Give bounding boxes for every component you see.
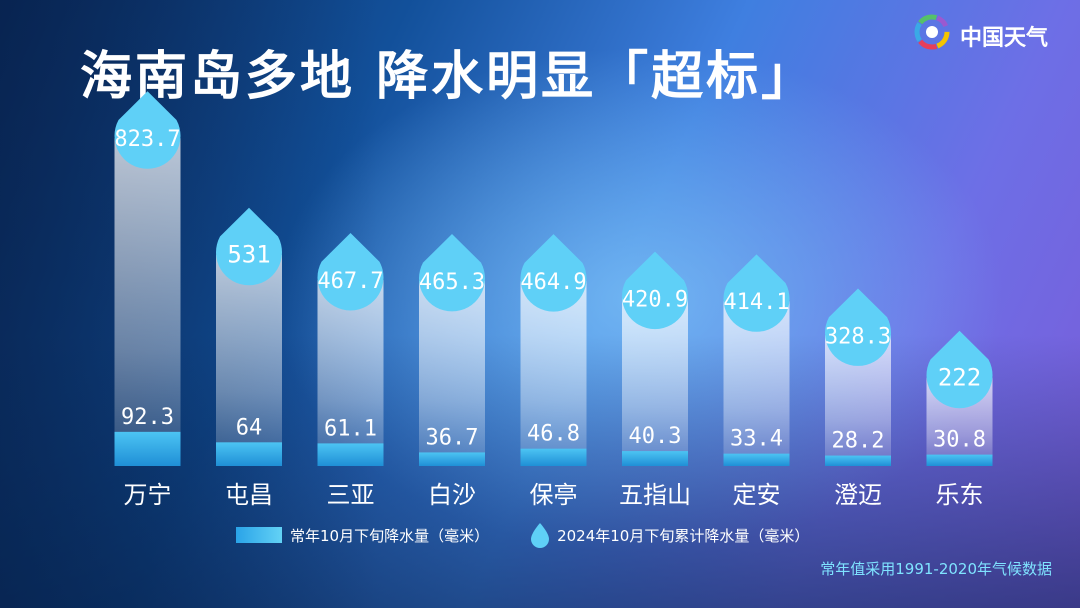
- normal-value-label-7: 33.4: [730, 427, 783, 452]
- legend-label-normal: 常年10月下旬降水量（毫米）: [290, 526, 490, 545]
- current-value-label-8: 328.3: [825, 324, 891, 349]
- china-weather-logo-icon: [914, 14, 950, 50]
- normal-bar-8: [825, 455, 891, 466]
- normal-value-label-3: 61.1: [324, 416, 377, 441]
- normal-value-label-1: 92.3: [121, 405, 174, 430]
- current-value-label-9: 222: [938, 364, 981, 392]
- category-label-7: 定安: [733, 481, 781, 509]
- normal-bar-2: [216, 442, 282, 466]
- normal-value-label-9: 30.8: [933, 428, 986, 453]
- rainfall-chart: 823.7 92.3 万宁 531 64 屯昌 467.7 61.1 三亚 465.3 36.7 白沙…: [114, 91, 993, 509]
- brand-name: 中国天气: [960, 26, 1049, 51]
- category-label-8: 澄迈: [834, 481, 882, 509]
- current-value-label-3: 467.7: [317, 269, 383, 294]
- current-drop-4: [418, 233, 486, 312]
- normal-bar-5: [520, 448, 587, 466]
- chart-legend: 常年10月下旬降水量（毫米） 2024年10月下旬累计降水量（毫米）: [236, 522, 809, 548]
- current-column-1: [114, 138, 181, 466]
- current-drop-8: [825, 288, 891, 366]
- page-title: 海南岛多地 降水明显「超标」: [80, 47, 817, 107]
- current-drop-5: [520, 234, 587, 312]
- normal-bar-3: [317, 443, 384, 466]
- category-label-5: 保亭: [530, 481, 578, 509]
- footnote: 常年值采用1991-2020年气候数据: [820, 560, 1052, 578]
- normal-value-label-6: 40.3: [629, 424, 682, 449]
- category-label-2: 屯昌: [225, 481, 273, 509]
- normal-bar-1: [114, 431, 181, 466]
- current-value-label-4: 465.3: [419, 270, 485, 295]
- brand-logo: 中国天气: [912, 12, 1062, 54]
- current-column-5: [520, 280, 587, 466]
- category-label-6: 五指山: [619, 481, 691, 509]
- normal-value-label-8: 28.2: [832, 429, 885, 454]
- current-drop-1: [114, 91, 181, 169]
- current-drop-6: [622, 251, 688, 330]
- legend-swatch-normal: [236, 527, 282, 543]
- normal-bar-4: [419, 452, 485, 466]
- current-column-3: [317, 279, 384, 466]
- current-drop-7: [723, 254, 790, 332]
- category-label-4: 白沙: [428, 481, 476, 509]
- current-value-label-1: 823.7: [114, 127, 180, 152]
- normal-bar-7: [723, 453, 790, 466]
- current-value-label-2: 531: [227, 241, 270, 269]
- current-value-label-7: 414.1: [723, 290, 789, 315]
- legend-label-current: 2024年10月下旬累计降水量（毫米）: [557, 526, 810, 545]
- current-value-label-6: 420.9: [622, 287, 688, 312]
- current-drop-2: [216, 207, 282, 286]
- category-label-3: 三亚: [327, 481, 375, 509]
- category-label-9: 乐东: [936, 481, 984, 509]
- normal-value-label-5: 46.8: [527, 422, 580, 447]
- normal-bar-6: [622, 451, 688, 466]
- normal-value-label-4: 36.7: [426, 425, 479, 450]
- category-label-1: 万宁: [124, 481, 172, 509]
- current-value-label-5: 464.9: [520, 270, 586, 295]
- normal-value-label-2: 64: [236, 415, 263, 440]
- current-drop-9: [926, 330, 993, 409]
- current-column-2: [216, 254, 282, 466]
- current-drop-3: [317, 232, 384, 311]
- current-column-4: [419, 280, 485, 466]
- normal-bar-9: [926, 454, 993, 466]
- legend-drop-icon: [531, 523, 550, 548]
